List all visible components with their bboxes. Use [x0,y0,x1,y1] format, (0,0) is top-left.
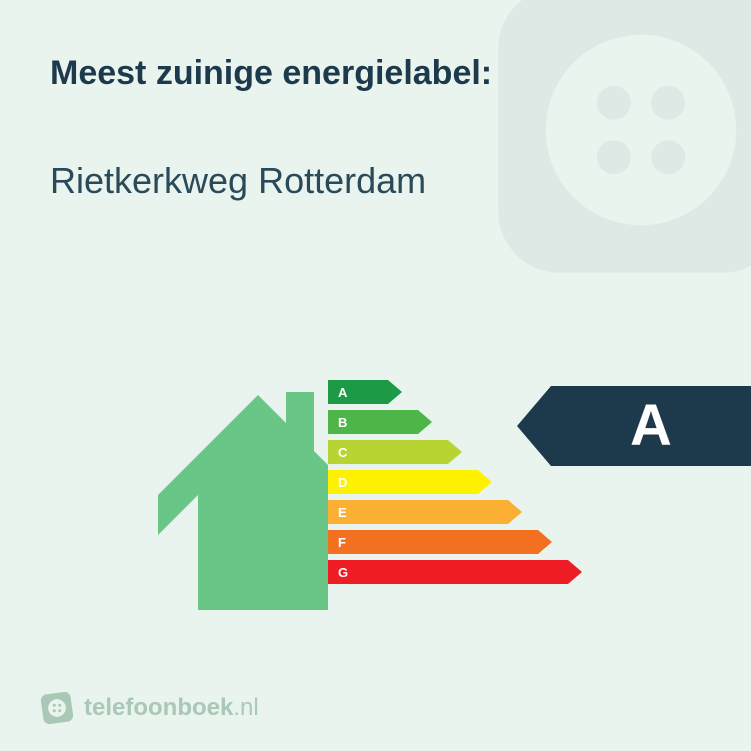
energy-bar-label-g: G [338,565,348,580]
energy-bar-label-f: F [338,535,346,550]
house-icon [158,380,328,610]
brand-name-thin: .nl [233,694,258,721]
energy-bar-label-e: E [338,505,347,520]
energy-bar-label-a: A [338,385,348,400]
card-title: Meest zuinige energielabel: [50,54,492,93]
energy-bar-c [328,440,462,464]
energy-bar-d [328,470,492,494]
energy-bar-label-b: B [338,415,347,430]
energy-label-chart: ABCDEFG [158,370,578,630]
energy-bar-e [328,500,522,524]
rating-badge: A [551,386,751,466]
energy-bar-g [328,560,582,584]
watermark-icon [471,0,751,300]
rating-letter: A [630,397,672,455]
energy-bar-label-d: D [338,475,347,490]
card-subtitle: Rietkerkweg Rotterdam [50,160,426,202]
brand-icon [40,691,74,725]
energy-bar-f [328,530,552,554]
brand-footer: telefoonboek.nl [40,691,259,725]
brand-name-bold: telefoonboek [84,694,233,721]
brand-name: telefoonboek.nl [84,694,259,722]
energy-bar-label-c: C [338,445,348,460]
